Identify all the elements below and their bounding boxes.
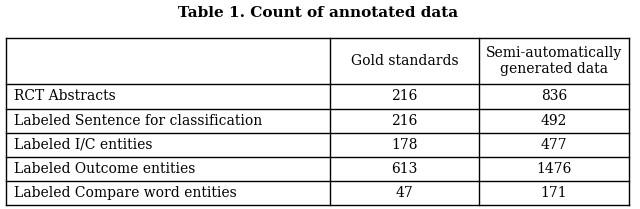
Text: 216: 216 <box>392 113 418 127</box>
Text: 477: 477 <box>541 138 568 152</box>
Text: Semi-automatically
generated data: Semi-automatically generated data <box>486 46 622 76</box>
Text: Labeled Outcome entities: Labeled Outcome entities <box>14 162 195 176</box>
Text: Labeled I/C entities: Labeled I/C entities <box>14 138 152 152</box>
Text: Table 1. Count of annotated data: Table 1. Count of annotated data <box>177 6 458 20</box>
Text: 171: 171 <box>541 186 568 200</box>
Text: 216: 216 <box>392 89 418 103</box>
Text: 492: 492 <box>541 113 567 127</box>
Text: Gold standards: Gold standards <box>351 54 458 68</box>
Text: Labeled Compare word entities: Labeled Compare word entities <box>14 186 237 200</box>
Text: RCT Abstracts: RCT Abstracts <box>14 89 116 103</box>
Text: 836: 836 <box>541 89 567 103</box>
Text: Labeled Sentence for classification: Labeled Sentence for classification <box>14 113 262 127</box>
Text: 613: 613 <box>392 162 418 176</box>
Text: 178: 178 <box>392 138 418 152</box>
Text: 1476: 1476 <box>536 162 572 176</box>
Text: 47: 47 <box>396 186 413 200</box>
